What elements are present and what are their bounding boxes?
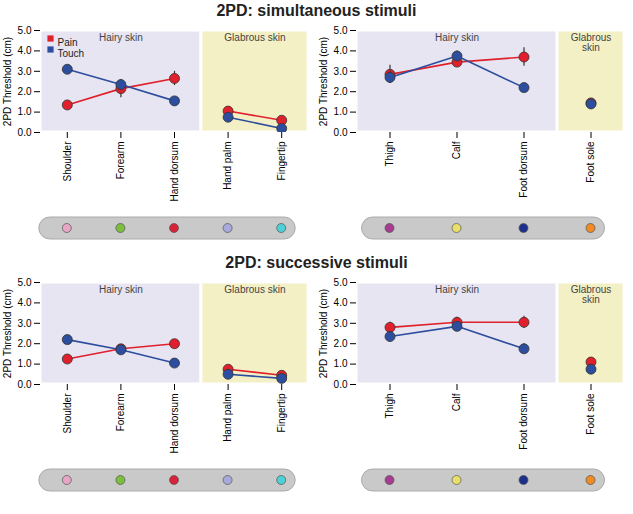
svg-text:4.0: 4.0 [18,45,32,56]
svg-text:Glabrous skin: Glabrous skin [224,284,285,295]
svg-text:Fingertip: Fingertip [276,141,287,180]
svg-text:5.0: 5.0 [18,277,32,288]
svg-text:Calf: Calf [451,141,462,159]
svg-text:0.0: 0.0 [18,379,32,390]
svg-text:2.0: 2.0 [18,338,32,349]
svg-text:1.0: 1.0 [18,358,32,369]
svg-text:Calf: Calf [451,393,462,411]
svg-text:Pain: Pain [58,37,78,48]
svg-text:Shoulder: Shoulder [62,141,73,182]
svg-text:Thigh: Thigh [384,142,395,167]
svg-text:Hairy skin: Hairy skin [99,284,143,295]
svg-text:Foot sole: Foot sole [585,141,596,183]
svg-text:4.0: 4.0 [334,297,348,308]
svg-text:4.0: 4.0 [18,297,32,308]
svg-text:3.0: 3.0 [334,66,348,77]
svg-text:2PD Threshold (cm): 2PD Threshold (cm) [318,289,329,378]
svg-text:5.0: 5.0 [18,25,32,36]
svg-text:Touch: Touch [58,48,85,59]
svg-text:0.0: 0.0 [334,127,348,138]
svg-text:Hairy skin: Hairy skin [435,284,479,295]
svg-text:3.0: 3.0 [334,318,348,329]
svg-text:2PD Threshold (cm): 2PD Threshold (cm) [2,289,13,378]
svg-text:2PD Threshold (cm): 2PD Threshold (cm) [318,37,329,126]
svg-text:Thigh: Thigh [384,394,395,419]
svg-text:2PD Threshold (cm): 2PD Threshold (cm) [2,37,13,126]
svg-text:Hand palm: Hand palm [222,142,233,190]
svg-text:0.0: 0.0 [334,379,348,390]
svg-text:5.0: 5.0 [334,277,348,288]
svg-text:Hairy skin: Hairy skin [435,32,479,43]
svg-text:Hand palm: Hand palm [222,394,233,442]
svg-text:2.0: 2.0 [334,338,348,349]
svg-text:Forearm: Forearm [115,142,126,180]
svg-text:2.0: 2.0 [18,86,32,97]
svg-text:Hand dorsum: Hand dorsum [169,394,180,454]
svg-text:1.0: 1.0 [334,106,348,117]
svg-text:Foot sole: Foot sole [585,393,596,435]
svg-text:0.0: 0.0 [18,127,32,138]
svg-text:1.0: 1.0 [334,358,348,369]
svg-text:Fingertip: Fingertip [276,393,287,432]
svg-text:3.0: 3.0 [18,318,32,329]
svg-text:1.0: 1.0 [18,106,32,117]
svg-text:Hand dorsum: Hand dorsum [169,142,180,202]
svg-text:Glabrousskin: Glabrousskin [571,284,612,305]
svg-text:Forearm: Forearm [115,394,126,432]
svg-text:4.0: 4.0 [334,45,348,56]
svg-text:Hairy skin: Hairy skin [99,32,143,43]
html-text:2PD: simultaneous stimuli: 2PD: simultaneous stimuli [216,2,417,19]
svg-text:5.0: 5.0 [334,25,348,36]
svg-text:Shoulder: Shoulder [62,393,73,434]
html-text:2PD: successive stimuli: 2PD: successive stimuli [225,254,408,271]
svg-text:3.0: 3.0 [18,66,32,77]
svg-text:Glabrousskin: Glabrousskin [571,32,612,53]
svg-text:2.0: 2.0 [334,86,348,97]
svg-text:Foot dorsum: Foot dorsum [518,142,529,198]
svg-text:Foot dorsum: Foot dorsum [518,394,529,450]
svg-text:Glabrous skin: Glabrous skin [224,32,285,43]
